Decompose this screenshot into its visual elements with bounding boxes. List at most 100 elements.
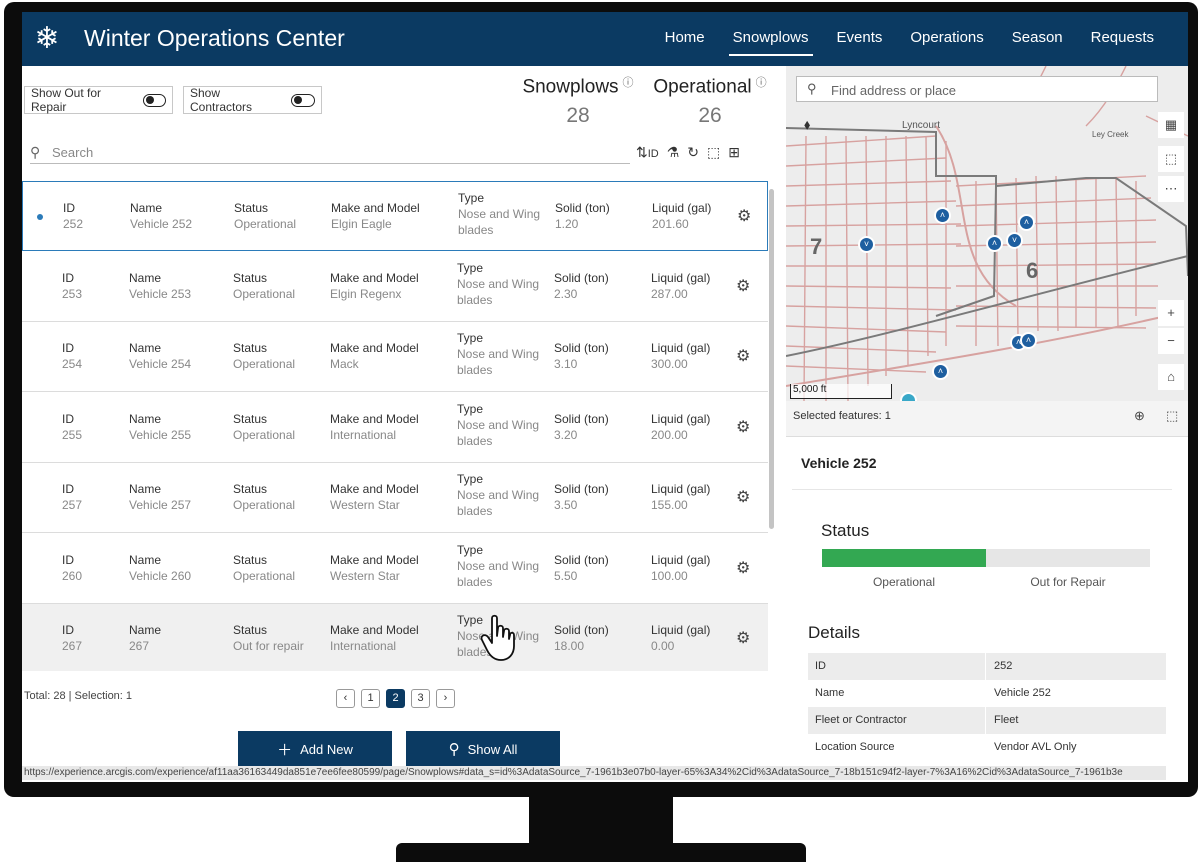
gear-icon[interactable]: ⚙ (736, 560, 751, 577)
next-page-icon[interactable]: › (436, 689, 455, 708)
snowplow-marker-icon[interactable]: ˅ (1006, 232, 1023, 249)
page-3[interactable]: 3 (411, 689, 430, 708)
show-out-for-repair-toggle[interactable]: Show Out for Repair (24, 86, 173, 114)
show-contractors-toggle[interactable]: Show Contractors (183, 86, 322, 114)
cell-status: Status Operational (234, 201, 297, 231)
app-title: Winter Operations Center (84, 25, 345, 51)
snowplow-marker-icon[interactable]: ˄ (932, 363, 949, 380)
details-row: Location Source Vendor AVL Only (808, 734, 1166, 761)
clear-selection-icon[interactable]: ⬚ (1166, 408, 1179, 423)
scale-bar: 5,000 ft (790, 384, 892, 399)
clear-selection-icon[interactable]: ⬚ (707, 144, 721, 160)
cell-solid: Solid (ton) 3.20 (554, 412, 609, 442)
list-item[interactable]: ID 255 Name Vehicle 255 Status Operational … (22, 393, 768, 463)
qr-code-icon[interactable]: ▦ (1158, 112, 1184, 138)
toggle-switch-icon[interactable] (142, 93, 166, 107)
grid-view-icon[interactable]: ⊞ (728, 144, 740, 160)
snowplow-list: ID 252 Name Vehicle 252 Status Operational … (22, 181, 768, 671)
selected-dot-icon (37, 214, 43, 220)
cell-liquid: Liquid (gal) 100.00 (651, 553, 711, 583)
details-section-title: Details (808, 623, 860, 642)
map-view[interactable]: ⚲ Find address or place Lyncourt Ley Cre… (786, 66, 1188, 401)
district-label: 7 (810, 234, 823, 259)
nav-season[interactable]: Season (1011, 29, 1063, 46)
filter-icon[interactable]: ⚗ (666, 144, 680, 160)
show-all-button[interactable]: ⚲ Show All (406, 731, 560, 767)
snowplow-marker-icon[interactable]: ˄ (1018, 214, 1035, 231)
page-1[interactable]: 1 (361, 689, 380, 708)
gear-icon[interactable]: ⚙ (737, 208, 752, 225)
cell-solid: Solid (ton) 1.20 (555, 201, 610, 231)
zoom-out-icon[interactable]: − (1158, 328, 1184, 354)
toggle-switch-icon[interactable] (291, 93, 315, 107)
status-label-out-for-repair: Out for Repair (1030, 575, 1106, 589)
cell-status: Status Operational (233, 341, 296, 371)
stat-value: 26 (698, 104, 722, 128)
cell-liquid: Liquid (gal) 155.00 (651, 482, 711, 512)
info-icon[interactable]: ⓘ (755, 77, 767, 89)
list-item[interactable]: ID 260 Name Vehicle 260 Status Operational … (22, 534, 768, 604)
info-icon[interactable]: ⓘ (622, 77, 634, 89)
hand-cursor-icon (480, 614, 515, 661)
gear-icon[interactable]: ⚙ (736, 348, 751, 365)
snowflake-icon: ❄ (34, 22, 60, 55)
list-item[interactable]: ID 257 Name Vehicle 257 Status Operational … (22, 463, 768, 533)
status-bar-operational (822, 549, 986, 567)
nav-snowplows[interactable]: Snowplows (719, 12, 823, 66)
add-new-button[interactable]: ＋ Add New (238, 731, 392, 767)
sort-button[interactable]: ⇅ID (636, 142, 659, 162)
compass-icon[interactable]: ⬧ (804, 116, 811, 132)
cell-status: Status Operational (233, 553, 296, 583)
snowplow-marker-icon[interactable]: ˄ (986, 235, 1003, 252)
cell-id: ID 252 (63, 201, 84, 231)
list-item[interactable]: ID 254 Name Vehicle 254 Status Operational … (22, 322, 768, 392)
prev-page-icon[interactable]: ‹ (336, 689, 355, 708)
list-search[interactable]: ⚲ Search (30, 142, 630, 164)
details-table: ID 252 Name Vehicle 252 Fleet or Contracto… (808, 653, 1166, 761)
nav-home[interactable]: Home (664, 29, 705, 46)
cell-liquid: Liquid (gal) 200.00 (651, 412, 711, 442)
list-totals: Total: 28 | Selection: 1 (24, 690, 133, 702)
gear-icon[interactable]: ⚙ (736, 278, 751, 295)
zoom-in-icon[interactable]: + (1158, 300, 1184, 326)
place-label: Lyncourt (902, 120, 940, 131)
snowplow-marker-icon[interactable] (900, 392, 917, 401)
list-scrollbar[interactable] (768, 181, 776, 671)
sort-icon: ⇅ (636, 144, 648, 160)
select-tool-icon[interactable]: ⬚ (1158, 146, 1184, 172)
list-item[interactable]: ID 252 Name Vehicle 252 Status Operational … (22, 181, 768, 251)
gear-icon[interactable]: ⚙ (736, 489, 751, 506)
cell-id: ID 257 (62, 482, 83, 512)
gear-icon[interactable]: ⚙ (736, 419, 751, 436)
nav-operations[interactable]: Operations (910, 29, 984, 46)
gear-icon[interactable]: ⚙ (736, 630, 751, 647)
nav-events[interactable]: Events (836, 29, 883, 46)
list-item[interactable]: ID 267 Name 267 Status Out for repair Make … (22, 604, 768, 671)
search-icon: ⚲ (30, 144, 41, 160)
snowplow-marker-icon[interactable]: ˄ (1020, 332, 1037, 349)
search-input[interactable]: Search (52, 145, 94, 160)
cell-id: ID 255 (62, 412, 83, 442)
map-search[interactable]: ⚲ Find address or place (796, 76, 1158, 102)
zoom-to-selection-icon[interactable]: ⊕ (1134, 408, 1145, 423)
list-item[interactable]: ID 253 Name Vehicle 253 Status Operational … (22, 252, 768, 322)
snowplow-marker-icon[interactable]: ˅ (858, 236, 875, 253)
snowplow-marker-icon[interactable]: ˄ (934, 207, 951, 224)
pagination: ‹ 1 2 3 › (336, 689, 455, 708)
page-2[interactable]: 2 (386, 689, 405, 708)
more-icon[interactable]: ⋯ (1158, 176, 1184, 202)
home-icon[interactable]: ⌂ (1158, 364, 1184, 390)
map-search-input[interactable]: Find address or place (831, 83, 957, 98)
cell-name: Name Vehicle 253 (129, 271, 192, 301)
nav-requests[interactable]: Requests (1090, 29, 1154, 46)
cell-id: ID 254 (62, 341, 83, 371)
vehicle-details-panel: Vehicle 252 Status Operational Out for R… (786, 437, 1188, 767)
creek-label: Ley Creek (1092, 130, 1129, 139)
app-screen: ❄ Winter Operations Center Home Snowplow… (22, 12, 1188, 782)
selection-bar: Selected features: 1 ⊕ ⬚ (786, 401, 1188, 437)
refresh-icon[interactable]: ↻ (687, 144, 700, 160)
cell-make: Make and Model Elgin Eagle (331, 201, 420, 231)
scroll-thumb[interactable] (769, 189, 774, 529)
